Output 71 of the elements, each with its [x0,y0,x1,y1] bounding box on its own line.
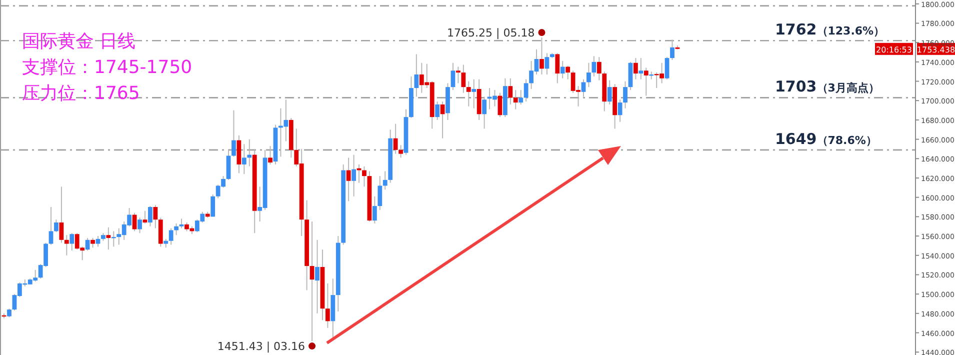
candlestick [64,234,69,256]
candlestick [435,101,440,120]
candlestick [670,39,674,60]
candlestick [518,89,524,105]
candlestick [382,170,388,190]
text: 国际黄金 日线 [22,31,136,52]
candlestick [540,36,544,75]
ref-line-label: 1762（123.6%） [775,20,885,39]
candlestick [138,217,142,234]
candlestick [59,186,64,244]
candlestick [268,146,272,165]
candlestick [544,52,550,75]
candlestick [142,210,148,224]
candlestick [607,80,612,105]
annotation: 支撑位：1745-1750 [22,57,192,78]
candlestick [378,176,382,210]
candlestick [372,196,377,224]
candlestick [450,62,456,90]
candlestick [508,78,513,105]
candlestick [623,80,628,109]
candlestick [513,89,518,110]
candlestick [664,56,670,80]
candlestick [153,204,158,229]
candlestick [461,64,466,94]
candlestick [226,149,231,180]
candlestick [132,212,137,232]
candlestick [232,110,236,158]
candlestick [456,66,460,84]
ref-line-label: 1649（78.6%） [775,130,877,148]
candlestick [592,56,596,77]
candlestick [596,56,602,81]
candlestick [524,78,528,102]
annotation: 压力位：1765 [22,83,140,104]
candlestick [54,219,58,233]
annotation: 1451.43 | 03.16 [217,340,306,354]
candlestick [644,67,648,96]
candlestick [618,99,622,122]
candlestick [210,194,216,218]
candlestick [566,65,570,80]
candlestick [96,236,100,248]
candlestick [70,232,74,252]
candlestick [472,78,476,109]
candlestick [48,206,54,246]
candlestick [634,58,638,80]
candlestick [346,157,351,202]
candlestick [555,52,560,84]
annotation: 1753.438 [916,45,955,54]
candlestick [174,222,178,236]
candlestick [90,237,95,248]
candlestick [414,54,419,98]
candlestick [560,60,565,79]
candlestick [148,206,152,227]
candlestick [393,123,398,154]
annotation: 1765.25 | 05.18 [447,26,535,40]
annotation: 20:16:53 [876,45,912,54]
candlestick [352,154,356,197]
candlestick [581,78,586,98]
candlestick [315,239,320,314]
candlestick [242,144,246,175]
ref-line-label: 1703（3月高点） [775,78,880,96]
candlestick [466,80,471,107]
candlestick [362,166,366,188]
candlestick [482,96,487,130]
candlestick [310,221,314,342]
candlestick [179,218,184,229]
candlestick [586,62,591,88]
candlestick [168,228,174,246]
candlestick [398,144,403,158]
candlestick [325,282,330,328]
candlestick [106,226,111,250]
candlestick [638,58,644,80]
